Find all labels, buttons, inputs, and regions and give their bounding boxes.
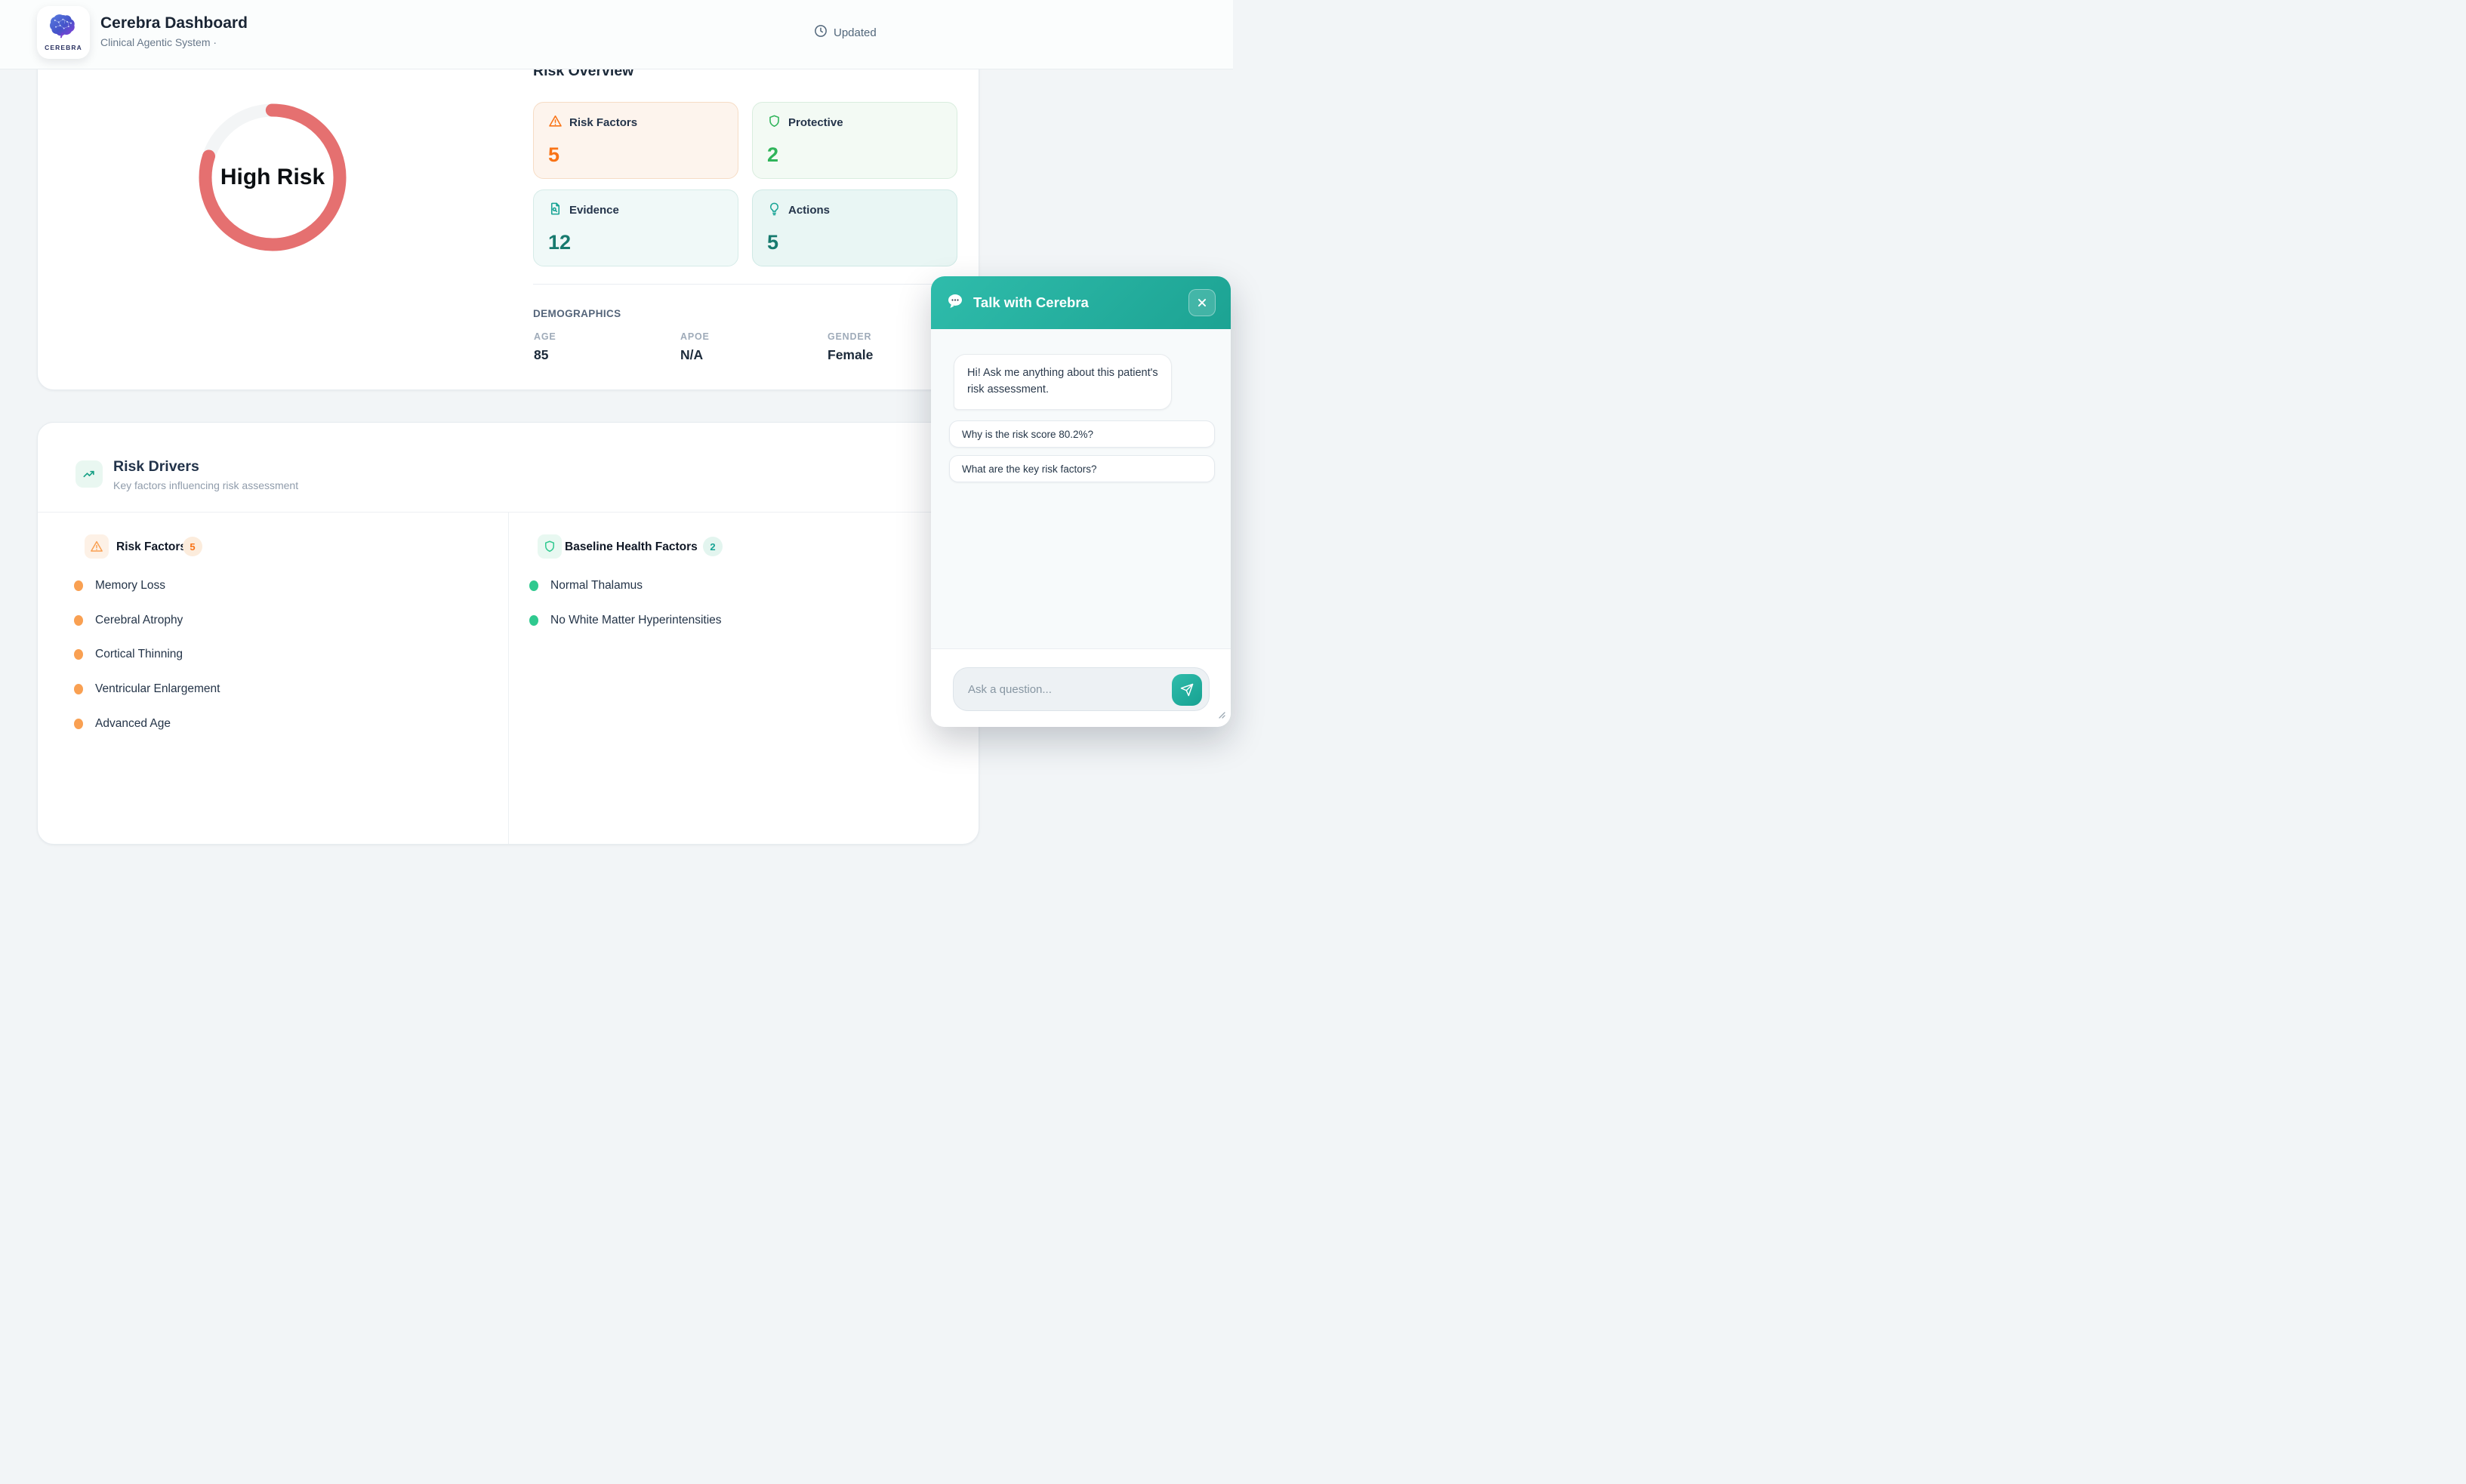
app-header: CEREBRA Cerebra Dashboard Clinical Agent… xyxy=(0,0,1233,69)
field-label: AGE xyxy=(534,331,556,342)
protective-bullet-icon xyxy=(529,580,538,591)
risk-bullet-icon xyxy=(74,719,83,729)
bot-message: Hi! Ask me anything about this patient's… xyxy=(954,354,1172,410)
suggested-question-1[interactable]: Why is the risk score 80.2%? xyxy=(949,420,1215,448)
demographic-apoe: APOE N/A xyxy=(680,331,710,363)
list-item: Advanced Age xyxy=(74,716,171,731)
field-value: Female xyxy=(828,347,874,362)
demographics-title: DEMOGRAPHICS xyxy=(533,308,621,319)
risk-factor-label: Cortical Thinning xyxy=(95,648,183,660)
list-item: Memory Loss xyxy=(74,578,165,593)
risk-overview-grid: Risk Factors 5 Protective 2 Evidence 12 xyxy=(533,102,957,266)
list-item: Cortical Thinning xyxy=(74,647,183,662)
stat-value: 5 xyxy=(767,231,779,254)
updated-status: Updated xyxy=(814,24,877,41)
close-icon[interactable] xyxy=(1188,289,1216,316)
stat-value: 5 xyxy=(548,143,560,166)
field-value: N/A xyxy=(680,347,704,362)
field-label: APOE xyxy=(680,331,710,342)
baseline-factor-label: Normal Thalamus xyxy=(550,579,643,592)
baseline-count-badge: 2 xyxy=(703,537,723,556)
send-icon[interactable] xyxy=(1172,674,1202,706)
risk-factor-label: Memory Loss xyxy=(95,579,166,592)
shield-icon xyxy=(767,114,781,131)
clock-icon xyxy=(814,24,828,41)
chat-message-area: Hi! Ask me anything about this patient's… xyxy=(931,329,1231,648)
chat-input[interactable] xyxy=(954,668,1209,710)
stat-label: Protective xyxy=(788,116,843,129)
list-item: Ventricular Enlargement xyxy=(74,682,220,697)
suggested-question-2[interactable]: What are the key risk factors? xyxy=(949,455,1215,482)
warning-triangle-icon xyxy=(548,114,563,131)
stat-label: Evidence xyxy=(569,204,619,217)
list-item: No White Matter Hyperintensities xyxy=(529,613,722,628)
risk-drivers-title: Risk Drivers xyxy=(113,458,199,475)
risk-bullet-icon xyxy=(74,580,83,591)
chat-input-box xyxy=(953,667,1210,711)
protective-bullet-icon xyxy=(529,615,538,626)
risk-bullet-icon xyxy=(74,615,83,626)
resize-handle[interactable] xyxy=(1217,709,1225,722)
stat-card-actions: Actions 5 xyxy=(752,189,957,266)
stat-card-evidence: Evidence 12 xyxy=(533,189,738,266)
chat-title: Talk with Cerebra xyxy=(973,294,1089,310)
stat-card-protective: Protective 2 xyxy=(752,102,957,179)
risk-level-label: High Risk xyxy=(220,165,325,189)
demographic-age: AGE 85 xyxy=(534,331,556,363)
baseline-factors-heading: Baseline Health Factors xyxy=(565,540,698,553)
risk-factor-label: Advanced Age xyxy=(95,717,171,730)
updated-label: Updated xyxy=(834,26,877,39)
stat-value: 2 xyxy=(767,143,779,166)
chat-panel: Talk with Cerebra Hi! Ask me anything ab… xyxy=(931,276,1231,727)
risk-factor-label: Cerebral Atrophy xyxy=(95,614,183,627)
document-search-icon xyxy=(548,202,563,219)
baseline-factor-label: No White Matter Hyperintensities xyxy=(550,614,722,627)
risk-gauge: High Risk xyxy=(190,94,356,260)
page-title: Cerebra Dashboard xyxy=(100,14,248,32)
brain-logo-icon xyxy=(48,14,79,43)
stat-card-risk-factors: Risk Factors 5 xyxy=(533,102,738,179)
risk-gauge-arc xyxy=(199,103,347,251)
logo-wordmark: CEREBRA xyxy=(45,44,82,51)
chat-input-area xyxy=(931,648,1231,727)
risk-factors-count-badge: 5 xyxy=(183,537,202,556)
field-value: 85 xyxy=(534,347,549,362)
stat-value: 12 xyxy=(548,231,572,254)
app-logo: CEREBRA xyxy=(37,6,90,59)
stat-label: Risk Factors xyxy=(569,116,638,129)
chat-header: Talk with Cerebra xyxy=(931,276,1231,329)
column-divider xyxy=(508,512,509,844)
speech-balloon-icon xyxy=(946,292,964,314)
risk-factor-label: Ventricular Enlargement xyxy=(95,682,220,695)
risk-drivers-subtitle: Key factors influencing risk assessment xyxy=(113,479,299,491)
lightbulb-icon xyxy=(767,202,781,219)
stat-label: Actions xyxy=(788,204,831,217)
risk-summary-card: High Risk Risk Overview Risk Factors 5 P… xyxy=(37,51,979,390)
risk-bullet-icon xyxy=(74,684,83,694)
divider xyxy=(533,284,956,285)
risk-bullet-icon xyxy=(74,649,83,660)
list-item: Cerebral Atrophy xyxy=(74,613,183,628)
demographic-gender: GENDER Female xyxy=(828,331,873,363)
list-item: Normal Thalamus xyxy=(529,578,643,593)
trending-up-icon xyxy=(76,460,103,488)
shield-icon xyxy=(538,534,562,559)
page-subtitle: Clinical Agentic System · xyxy=(100,36,217,48)
risk-factors-heading: Risk Factors xyxy=(116,540,187,553)
risk-drivers-card: Risk Drivers Key factors influencing ris… xyxy=(37,422,979,845)
warning-triangle-icon xyxy=(85,534,109,559)
field-label: GENDER xyxy=(828,331,872,342)
